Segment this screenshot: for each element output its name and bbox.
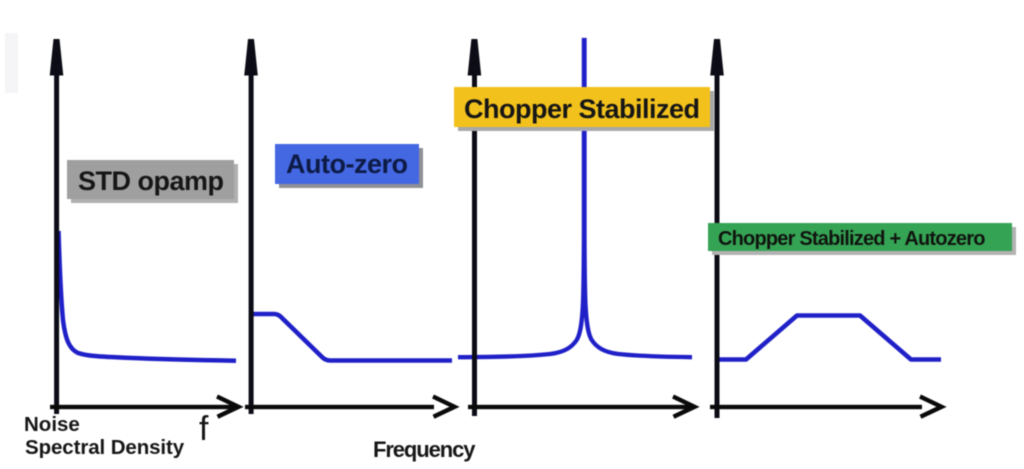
svg-text:Chopper Stabilized: Chopper Stabilized (464, 94, 700, 124)
svg-text:f: f (199, 410, 209, 448)
svg-text:STD opamp: STD opamp (78, 166, 224, 196)
svg-text:Chopper Stabilized + Autozero: Chopper Stabilized + Autozero (718, 228, 985, 250)
svg-text:Spectral Density: Spectral Density (25, 436, 185, 459)
svg-text:Auto-zero: Auto-zero (286, 149, 407, 179)
svg-text:Frequency: Frequency (373, 437, 476, 462)
svg-text:Noise: Noise (24, 413, 80, 436)
